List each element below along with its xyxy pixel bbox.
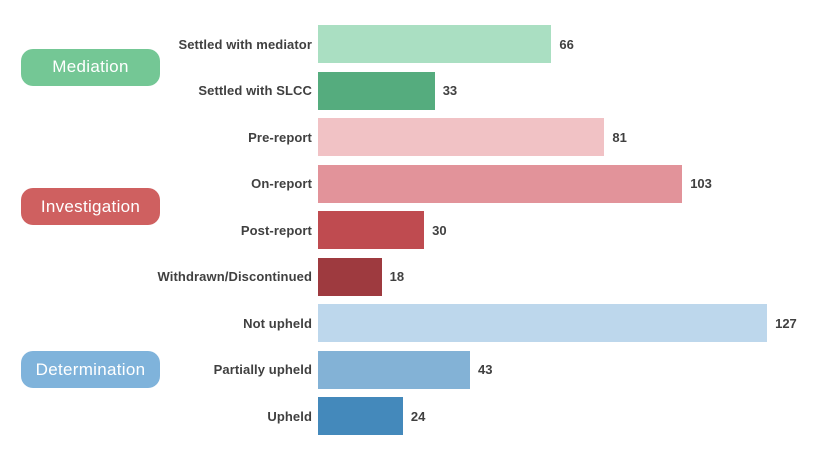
category-label-settled-with-slcc: Settled with SLCC [198, 83, 312, 98]
chart-row: Settled with SLCC 33 [0, 71, 825, 110]
value-label-settled-with-slcc: 33 [442, 83, 458, 98]
chart-row: Pre-report 81 [0, 118, 825, 156]
bar-not-upheld[interactable] [318, 304, 768, 342]
value-label-settled-with-mediator: 66 [559, 36, 574, 52]
chart-row: Settled with mediator 66 [0, 25, 825, 63]
category-label-post-report: Post-report [240, 222, 312, 238]
value-label-upheld: 24 [410, 408, 426, 424]
value-label-pre-report: 81 [612, 129, 627, 145]
chart-row: On-report 103 [0, 164, 825, 203]
value-label-partially-upheld: 43 [478, 362, 493, 377]
group-pill-investigation: Investigation [21, 188, 160, 226]
chart-row: Post-report 30 [0, 211, 825, 249]
category-label-on-report: On-report [251, 176, 312, 191]
chart-row: Withdrawn/Discontinued 18 [0, 257, 825, 296]
category-label-not-upheld: Not upheld [243, 315, 312, 331]
bar-upheld[interactable] [318, 397, 403, 435]
bar-settled-with-mediator[interactable] [318, 25, 552, 63]
category-label-pre-report: Pre-report [248, 129, 312, 145]
chart-row: Not upheld 127 [0, 304, 825, 342]
group-pill-determination: Determination [21, 351, 160, 388]
bar-partially-upheld[interactable] [318, 350, 470, 389]
group-pill-mediation: Mediation [21, 48, 160, 86]
bar-on-report[interactable] [318, 164, 683, 203]
category-label-upheld: Upheld [267, 408, 312, 424]
value-label-on-report: 103 [690, 176, 712, 191]
value-label-post-report: 30 [432, 222, 447, 238]
category-label-withdrawn-discontinued: Withdrawn/Discontinued [157, 269, 312, 284]
value-label-not-upheld: 127 [775, 315, 797, 331]
bar-settled-with-slcc[interactable] [318, 71, 435, 110]
bar-post-report[interactable] [318, 211, 425, 249]
chart-row: Partially upheld 43 [0, 350, 825, 389]
bar-pre-report[interactable] [318, 118, 605, 156]
category-label-settled-with-mediator: Settled with mediator [178, 36, 312, 52]
value-label-withdrawn-discontinued: 18 [389, 269, 405, 284]
category-label-partially-upheld: Partially upheld [213, 362, 312, 377]
bar-withdrawn-discontinued[interactable] [318, 257, 382, 296]
chart-rows: Settled with mediator 66 Settled with SLCC… [0, 25, 825, 435]
chart-row: Upheld 24 [0, 397, 825, 435]
